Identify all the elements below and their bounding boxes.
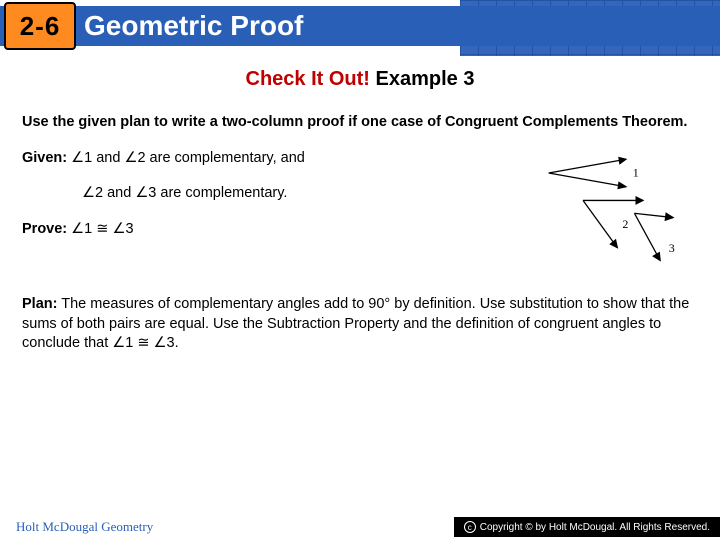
given-label: Given: <box>22 150 67 166</box>
instruction-text: Use the given plan to write a two-column… <box>22 113 698 133</box>
chapter-badge: 2-6 <box>4 2 76 50</box>
prove-label: Prove: <box>22 221 67 237</box>
diagram-column: 1 2 3 <box>528 149 698 276</box>
copyright-icon: c <box>464 521 476 533</box>
example-number: Example 3 <box>370 68 475 90</box>
lesson-title: Geometric Proof <box>84 10 303 42</box>
plan-paragraph: Plan: The measures of complementary angl… <box>22 295 698 354</box>
given-line2: ∠2 and ∠3 are complementary. <box>82 184 514 204</box>
footer-brand: Holt McDougal Geometry <box>0 519 153 535</box>
angle-label-2: 2 <box>622 216 628 230</box>
proof-text-column: Given: ∠1 and ∠2 are complementary, and … <box>22 149 514 276</box>
plan-label: Plan: <box>22 296 57 312</box>
plan-text: The measures of complementary angles add… <box>22 296 689 351</box>
slide-header: 2-6 Geometric Proof <box>0 0 720 56</box>
angle-label-1: 1 <box>633 165 639 179</box>
footer-copyright: c Copyright © by Holt McDougal. All Righ… <box>454 517 720 537</box>
copyright-text: Copyright © by Holt McDougal. All Rights… <box>480 522 710 533</box>
given-prove-row: Given: ∠1 and ∠2 are complementary, and … <box>22 149 698 276</box>
check-it-out-label: Check It Out! <box>246 68 370 90</box>
given-line1: Given: ∠1 and ∠2 are complementary, and <box>22 149 514 169</box>
angles-diagram: 1 2 3 <box>528 149 698 269</box>
prove-text: ∠1 ≅ ∠3 <box>67 221 133 237</box>
slide-content: Use the given plan to write a two-column… <box>0 91 720 354</box>
prove-line: Prove: ∠1 ≅ ∠3 <box>22 220 514 240</box>
given-text1: ∠1 and ∠2 are complementary, and <box>67 150 305 166</box>
slide-footer: Holt McDougal Geometry c Copyright © by … <box>0 514 720 540</box>
angle-label-3: 3 <box>669 240 675 254</box>
example-subtitle: Check It Out! Example 3 <box>0 68 720 91</box>
